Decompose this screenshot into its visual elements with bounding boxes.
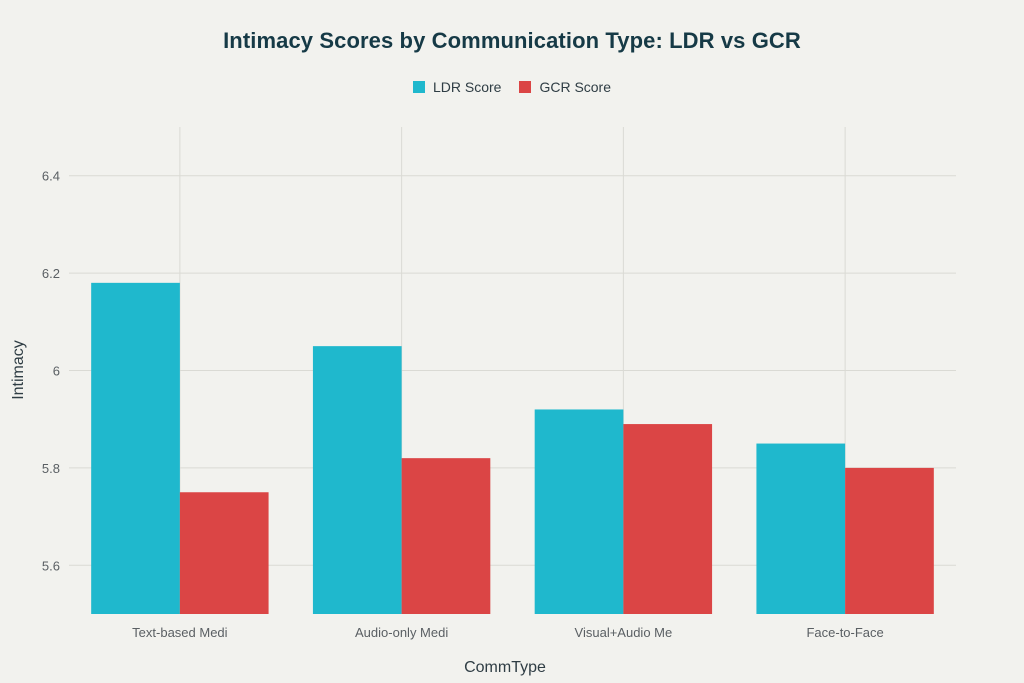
- gcr-bar: [401, 458, 491, 614]
- legend-label-gcr: GCR Score: [539, 79, 612, 95]
- ldr-bar: [91, 282, 180, 614]
- ldr-bar: [534, 409, 624, 614]
- gcr-bar: [179, 492, 269, 614]
- legend-swatch-gcr: [519, 81, 532, 93]
- x-axis-title: CommType: [464, 659, 546, 676]
- y-axis-title: Intimacy: [10, 340, 27, 400]
- gcr-bar: [623, 424, 713, 614]
- gcr-bar: [845, 467, 934, 614]
- tick-labels: 5.6 5.8 6 6.2 6.4 Text-based Medi Audio-only M…: [42, 169, 884, 640]
- x-tick-label: Visual+Audio Me: [575, 625, 673, 640]
- x-tick-label: Text-based Medi: [132, 625, 227, 640]
- y-tick-label: 6.2: [42, 266, 60, 281]
- x-tick-label: Face-to-Face: [806, 625, 883, 640]
- legend-swatch-ldr: [412, 81, 425, 93]
- legend-item-ldr[interactable]: LDR Score: [412, 79, 502, 95]
- y-tick-label: 6.4: [42, 169, 60, 184]
- legend-label-ldr: LDR Score: [432, 79, 502, 95]
- chart-title: Intimacy Scores by Communication Type: L…: [223, 28, 801, 53]
- legend: LDR Score GCR Score: [0, 79, 1024, 95]
- y-tick-label: 5.6: [42, 558, 60, 573]
- x-tick-label: Audio-only Medi: [355, 625, 448, 640]
- y-tick-label: 6: [53, 364, 60, 379]
- ldr-bar: [312, 346, 402, 614]
- y-tick-label: 5.8: [42, 461, 60, 476]
- legend-item-gcr[interactable]: GCR Score: [519, 79, 611, 95]
- ldr-bar: [756, 443, 846, 614]
- bars: [91, 282, 934, 614]
